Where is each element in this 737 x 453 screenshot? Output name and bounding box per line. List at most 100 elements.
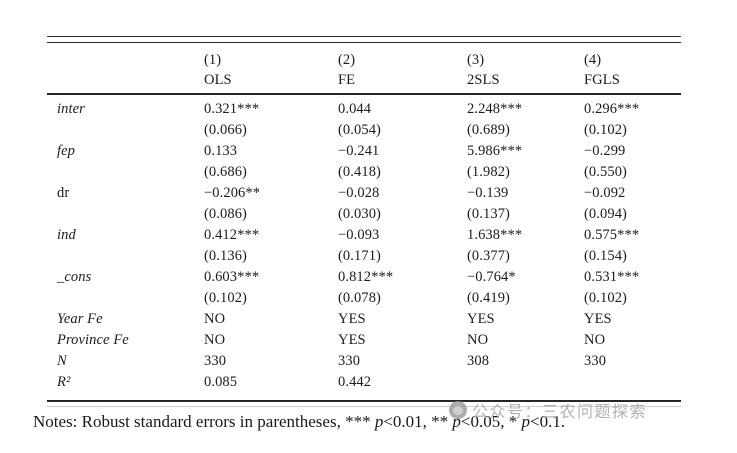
- cell: (0.054): [338, 122, 381, 138]
- regression-table: (1) (2) (3) (4) OLS FE 2SLS FGLS inter 0…: [47, 36, 681, 407]
- cell: (0.689): [467, 122, 510, 138]
- table-row: (0.136) (0.171) (0.377) (0.154): [57, 246, 681, 267]
- row-label: R²: [57, 374, 71, 390]
- column-number: (1): [204, 52, 222, 68]
- table-row: (0.066) (0.054) (0.689) (0.102): [57, 120, 681, 141]
- table-row: Year Fe NO YES YES YES: [57, 309, 681, 330]
- cell: (0.136): [204, 248, 247, 264]
- table-row: (0.102) (0.078) (0.419) (0.102): [57, 288, 681, 309]
- table-row: (0.686) (0.418) (1.982) (0.550): [57, 162, 681, 183]
- row-label: inter: [57, 101, 85, 117]
- cell: 0.812***: [338, 269, 394, 285]
- table-row: R² 0.085 0.442: [57, 372, 681, 393]
- cell: 330: [584, 353, 607, 369]
- cell: (1.982): [467, 164, 510, 180]
- table-header: (1) (2) (3) (4) OLS FE 2SLS FGLS: [47, 43, 681, 93]
- table-row: dr −0.206** −0.028 −0.139 −0.092: [57, 183, 681, 204]
- table-bottom-rule: [47, 400, 681, 407]
- header-name-row: OLS FE 2SLS FGLS: [57, 70, 681, 90]
- cell: YES: [338, 311, 366, 327]
- column-name: FE: [338, 72, 356, 88]
- notes-p-symbol: p: [374, 412, 384, 431]
- cell: (0.550): [584, 164, 627, 180]
- notes-segment: <0.05, *: [460, 412, 522, 431]
- cell: YES: [584, 311, 612, 327]
- cell: YES: [467, 311, 495, 327]
- table-row: Province Fe NO YES NO NO: [57, 330, 681, 351]
- cell: 308: [467, 353, 490, 369]
- row-label: Year Fe: [57, 311, 103, 327]
- cell: (0.066): [204, 122, 247, 138]
- cell: (0.102): [204, 290, 247, 306]
- cell: NO: [467, 332, 489, 348]
- cell: (0.137): [467, 206, 510, 222]
- header-number-row: (1) (2) (3) (4): [57, 50, 681, 70]
- cell: −0.206**: [204, 185, 261, 201]
- cell: (0.078): [338, 290, 381, 306]
- cell: 0.044: [338, 101, 372, 117]
- cell: (0.030): [338, 206, 381, 222]
- notes-segment: <0.01, **: [383, 412, 453, 431]
- row-label: dr: [57, 185, 70, 201]
- table-top-rule: [47, 36, 681, 43]
- column-name: OLS: [204, 72, 232, 88]
- row-label: _cons: [57, 269, 92, 285]
- cell: −0.299: [584, 143, 626, 159]
- column-name: 2SLS: [467, 72, 500, 88]
- cell: 330: [338, 353, 361, 369]
- table-row: (0.086) (0.030) (0.137) (0.094): [57, 204, 681, 225]
- cell: (0.102): [584, 290, 627, 306]
- notes-segment: <0.1.: [530, 412, 566, 431]
- cell: (0.171): [338, 248, 381, 264]
- cell: 0.412***: [204, 227, 260, 243]
- notes-segment: Notes: Robust standard errors in parenth…: [33, 412, 375, 431]
- table-row: _cons 0.603*** 0.812*** −0.764* 0.531***: [57, 267, 681, 288]
- cell: YES: [338, 332, 366, 348]
- column-number: (4): [584, 52, 602, 68]
- column-number: (3): [467, 52, 485, 68]
- cell: (0.102): [584, 122, 627, 138]
- cell: 5.986***: [467, 143, 523, 159]
- cell: −0.241: [338, 143, 380, 159]
- row-label: fep: [57, 143, 76, 159]
- row-label: N: [57, 353, 67, 369]
- cell: 0.531***: [584, 269, 640, 285]
- table-row: N 330 330 308 330: [57, 351, 681, 372]
- cell: (0.086): [204, 206, 247, 222]
- row-label: Province Fe: [57, 332, 129, 348]
- table-row: ind 0.412*** −0.093 1.638*** 0.575***: [57, 225, 681, 246]
- column-name: FGLS: [584, 72, 620, 88]
- cell: NO: [584, 332, 606, 348]
- cell: 0.442: [338, 374, 372, 390]
- cell: (0.419): [467, 290, 510, 306]
- cell: 0.133: [204, 143, 238, 159]
- cell: (0.094): [584, 206, 627, 222]
- cell: 2.248***: [467, 101, 523, 117]
- table-header-rule: [47, 93, 681, 95]
- table-notes: Notes: Robust standard errors in parenth…: [33, 411, 713, 433]
- cell: 0.603***: [204, 269, 260, 285]
- cell: (0.418): [338, 164, 381, 180]
- cell: 0.575***: [584, 227, 640, 243]
- table-body: inter 0.321*** 0.044 2.248*** 0.296*** (…: [47, 95, 681, 400]
- cell: 1.638***: [467, 227, 523, 243]
- cell: (0.377): [467, 248, 510, 264]
- cell: −0.028: [338, 185, 380, 201]
- cell: NO: [204, 332, 226, 348]
- cell: 0.085: [204, 374, 238, 390]
- notes-p-symbol: p: [521, 412, 531, 431]
- cell: 0.296***: [584, 101, 640, 117]
- cell: −0.093: [338, 227, 380, 243]
- cell: −0.764*: [467, 269, 516, 285]
- cell: NO: [204, 311, 226, 327]
- table-row: inter 0.321*** 0.044 2.248*** 0.296***: [57, 99, 681, 120]
- cell: −0.139: [467, 185, 509, 201]
- cell: (0.686): [204, 164, 247, 180]
- table-row: fep 0.133 −0.241 5.986*** −0.299: [57, 141, 681, 162]
- cell: (0.154): [584, 248, 627, 264]
- cell: 0.321***: [204, 101, 260, 117]
- cell: −0.092: [584, 185, 626, 201]
- notes-p-symbol: p: [452, 412, 461, 431]
- column-number: (2): [338, 52, 356, 68]
